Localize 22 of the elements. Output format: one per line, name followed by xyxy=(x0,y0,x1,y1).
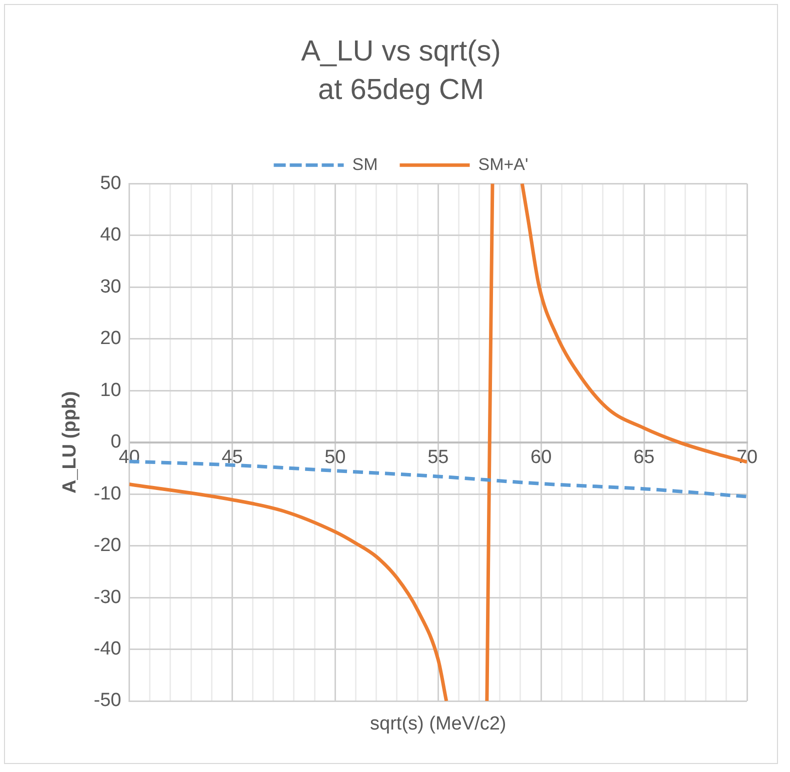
x-tick-label: 55 xyxy=(428,446,449,468)
y-tick-label: 50 xyxy=(100,172,122,194)
y-axis-title: A_LU (ppb) xyxy=(60,391,81,494)
x-tick-label: 45 xyxy=(222,446,243,468)
chart-subtitle: at 65deg CM xyxy=(318,74,484,106)
y-tick-label: 0 xyxy=(110,432,122,453)
y-tick-label: -20 xyxy=(94,535,122,556)
legend-label: SM xyxy=(352,154,378,174)
y-tick-label: 30 xyxy=(100,276,122,298)
y-tick-label: -10 xyxy=(94,483,122,504)
x-tick-label: 50 xyxy=(324,446,346,468)
x-tick-label: 65 xyxy=(633,446,655,468)
chart-title: A_LU vs sqrt(s) xyxy=(301,35,501,68)
legend-label: SM+A' xyxy=(478,154,528,174)
y-tick-label: 20 xyxy=(100,328,122,350)
x-tick-label: 60 xyxy=(530,446,552,468)
y-tick-label: -40 xyxy=(94,638,122,660)
x-axis-title: sqrt(s) (MeV/c2) xyxy=(370,714,506,735)
y-tick-label: 40 xyxy=(100,224,122,246)
y-tick-label: 10 xyxy=(100,380,122,401)
y-tick-label: -50 xyxy=(94,690,122,712)
y-tick-label: -30 xyxy=(94,586,122,608)
